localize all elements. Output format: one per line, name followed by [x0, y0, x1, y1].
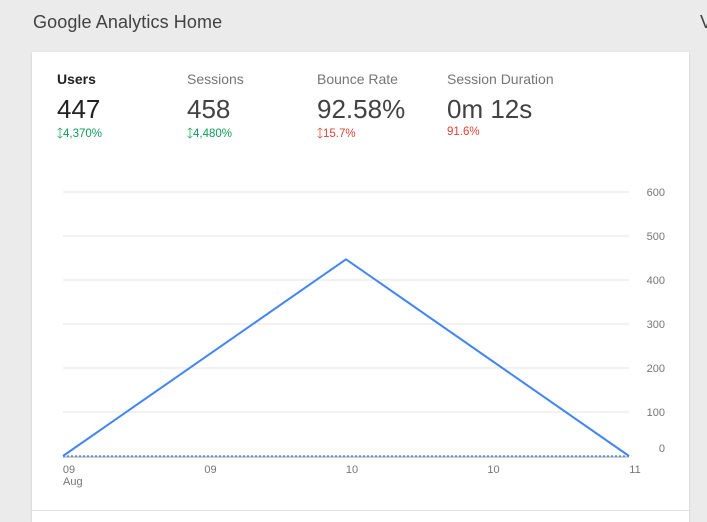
- x-tick-label: 10: [346, 464, 358, 476]
- card-divider: [32, 510, 689, 511]
- y-tick-label: 300: [647, 319, 665, 331]
- metric-value: 458: [187, 94, 317, 124]
- adjacent-panel-edge: V: [700, 12, 707, 33]
- metric-tab-session-duration[interactable]: Session Duration 0m 12s 🡛91.6%: [447, 71, 577, 138]
- x-tick-label: 10: [487, 464, 499, 476]
- y-tick-label: 100: [647, 407, 665, 419]
- metric-tab-users[interactable]: Users 447 🡙4,370%: [57, 71, 187, 145]
- metric-change: 🡙15.7%: [317, 126, 447, 145]
- y-tick-label: 600: [647, 187, 665, 199]
- x-sub-label: Aug: [63, 476, 83, 488]
- y-tick-label: 500: [647, 231, 665, 243]
- metric-change: 🡛91.6%: [447, 126, 577, 138]
- series-line-users: [63, 259, 629, 456]
- metric-value: 92.58%: [317, 94, 447, 124]
- metric-change: 🡙4,370%: [57, 126, 187, 145]
- y-tick-label: 400: [647, 275, 665, 287]
- metric-tab-sessions[interactable]: Sessions 458 🡙4,480%: [187, 71, 317, 145]
- metric-change: 🡙4,480%: [187, 126, 317, 145]
- metric-value: 447: [57, 94, 187, 124]
- metric-label: Session Duration: [447, 71, 577, 87]
- x-tick-label: 09: [204, 464, 216, 476]
- overview-card: Users 447 🡙4,370% Sessions 458 🡙4,480% B…: [32, 52, 689, 522]
- x-tick-label: 11: [629, 464, 640, 476]
- y-tick-label: 200: [647, 363, 665, 375]
- x-tick-label: 09: [63, 464, 75, 476]
- users-line-chart: 0 100 200 300 400 500 600 09 09 10 10 11 Aug: [32, 182, 689, 502]
- metric-label: Bounce Rate: [317, 71, 447, 87]
- y-tick-label: 0: [659, 443, 665, 455]
- metric-label: Users: [57, 71, 187, 87]
- metric-tab-bounce-rate[interactable]: Bounce Rate 92.58% 🡙15.7%: [317, 71, 447, 145]
- metric-label: Sessions: [187, 71, 317, 87]
- metric-value: 0m 12s: [447, 94, 577, 124]
- page-title: Google Analytics Home: [33, 12, 222, 33]
